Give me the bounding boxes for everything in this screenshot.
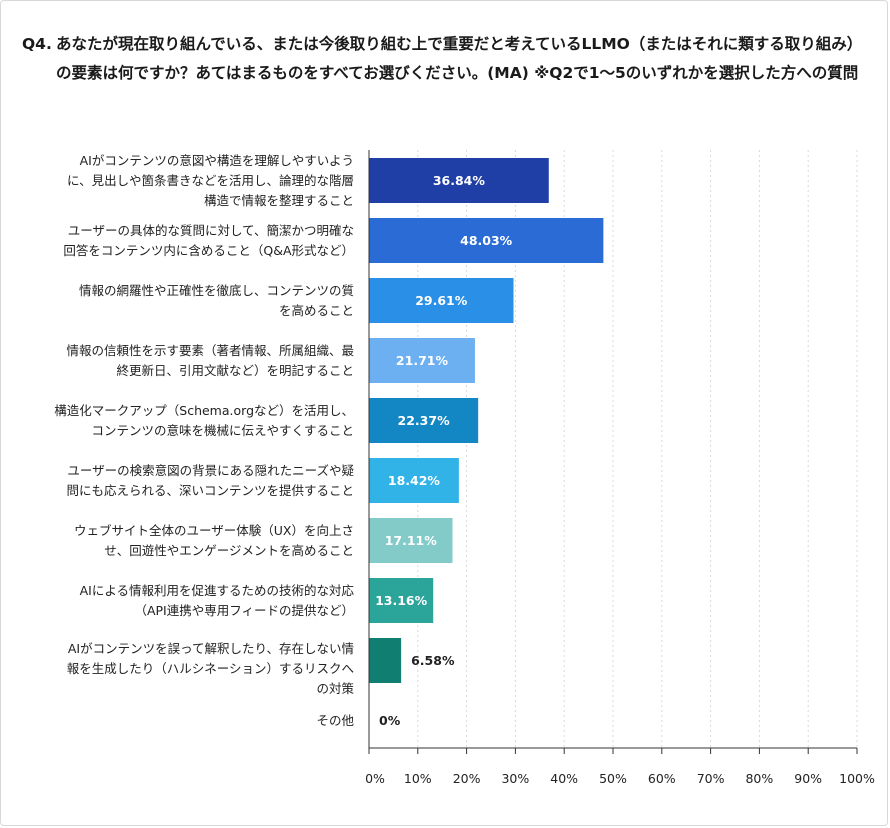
category-label-line: ユーザーの具体的な質問に対して、簡潔かつ明確な bbox=[67, 222, 354, 238]
category-label-line: の対策 bbox=[316, 681, 354, 696]
x-tick-label: 50% bbox=[599, 771, 627, 786]
category-label-line: 報を生成したり（ハルシネーション）するリスクへ bbox=[66, 661, 354, 676]
category-label-line: ユーザーの検索意図の背景にある隠れたニーズや疑 bbox=[67, 462, 354, 478]
category-label-line: AIによる情報利用を促進するための技術的な対応 bbox=[79, 582, 354, 598]
question-number: Q4. bbox=[22, 35, 52, 53]
category-label-line: 問にも応えられる、深いコンテンツを提供すること bbox=[66, 482, 354, 498]
chart-title: Q4. あなたが現在取り組んでいる、または今後取り組む上で重要だと考えているLL… bbox=[22, 30, 867, 88]
x-tick-label: 20% bbox=[452, 771, 481, 786]
bar-value-label: 17.11% bbox=[384, 532, 437, 548]
category-label-line: に、見出しや箇条書きなどを活用し、論理的な階層 bbox=[66, 172, 354, 188]
category-label: ユーザーの検索意図の背景にある隠れたニーズや疑 問にも応えられる、深いコンテンツを… bbox=[14, 461, 354, 501]
category-label: AIがコンテンツを誤って解釈したり、存在しない情 報を生成したり（ハルシネーション… bbox=[14, 639, 354, 699]
category-label-line: 情報の信頼性を示す要素（著者情報、所属組織、最 bbox=[66, 342, 354, 358]
question-text: あなたが現在取り組んでいる、または今後取り組む上で重要だと考えているLLMO（ま… bbox=[56, 35, 863, 82]
bar bbox=[369, 458, 459, 503]
bar-value-label: 36.84% bbox=[432, 172, 485, 188]
category-label: AIがコンテンツの意図や構造を理解しやすいように、見出しや箇条書きなどを活用し、… bbox=[14, 151, 354, 211]
category-label-line: ウェブサイト全体のユーザー体験（UX）を向上さ bbox=[74, 522, 354, 538]
x-tick-label: 30% bbox=[501, 771, 530, 786]
bar-value-label: 21.71% bbox=[395, 352, 448, 368]
bar-value-label: 13.16% bbox=[375, 592, 428, 608]
category-label-line: （API連携や専用フィードの提供など） bbox=[134, 602, 354, 618]
bar-value-label: 22.37% bbox=[397, 412, 450, 428]
category-label-line: 回答をコンテンツ内に含めること（Q&A形式など） bbox=[63, 242, 354, 258]
category-label-line: AIがコンテンツの意図や構造を理解しやすいよう bbox=[79, 152, 354, 168]
bar bbox=[369, 218, 604, 263]
category-label: 情報の網羅性や正確性を徹底し、コンテンツの質を高めること bbox=[14, 281, 354, 321]
bar bbox=[369, 638, 402, 683]
bar bbox=[369, 518, 453, 563]
bar bbox=[369, 398, 479, 443]
x-tick-label: 60% bbox=[647, 771, 676, 786]
x-tick-label: 70% bbox=[696, 771, 725, 786]
x-tick-label: 90% bbox=[794, 771, 823, 786]
category-label-line: 構造化マークアップ（Schema.orgなど）を活用し、 bbox=[54, 402, 354, 418]
category-label-line: を高めること bbox=[278, 302, 354, 318]
bar bbox=[369, 278, 514, 323]
category-label: ウェブサイト全体のユーザー体験（UX）を向上させ、回遊性やエンゲージメントを高め… bbox=[14, 521, 354, 561]
category-label-line: せ、回遊性やエンゲージメントを高めること bbox=[104, 542, 354, 558]
x-tick-label: 80% bbox=[745, 771, 774, 786]
category-label: 構造化マークアップ（Schema.orgなど）を活用し、コンテンツの意味を機械に… bbox=[14, 401, 354, 441]
category-label-line: 情報の網羅性や正確性を徹底し、コンテンツの質 bbox=[78, 282, 354, 298]
x-tick-label: 40% bbox=[550, 771, 579, 786]
category-label-line: その他 bbox=[316, 712, 354, 728]
category-label-line: AIがコンテンツを誤って解釈したり、存在しない情 bbox=[67, 641, 354, 656]
x-tick-label: 10% bbox=[403, 771, 432, 786]
bar-value-label: 18.42% bbox=[387, 472, 440, 488]
category-label: 情報の信頼性を示す要素（著者情報、所属組織、最終更新日、引用文献など）を明記する… bbox=[14, 341, 354, 381]
bar-value-label: 29.61% bbox=[415, 292, 468, 308]
category-label: その他 bbox=[14, 711, 354, 731]
bar bbox=[369, 158, 549, 203]
x-tick-label: 100% bbox=[839, 771, 875, 786]
category-label: AIによる情報利用を促進するための技術的な対応 （API連携や専用フィードの提供な… bbox=[14, 581, 354, 621]
bar-value-label: 48.03% bbox=[460, 232, 513, 248]
bar bbox=[369, 578, 434, 623]
x-tick-label: 0% bbox=[365, 771, 385, 786]
bar-value-label: 6.58% bbox=[411, 652, 455, 668]
category-label: ユーザーの具体的な質問に対して、簡潔かつ明確な 回答をコンテンツ内に含めること（Q… bbox=[14, 221, 354, 261]
category-label-line: 構造で情報を整理すること bbox=[203, 192, 354, 208]
category-label-line: 終更新日、引用文献など）を明記すること bbox=[116, 362, 354, 378]
category-label-line: コンテンツの意味を機械に伝えやすくすること bbox=[91, 422, 354, 438]
bar bbox=[369, 338, 475, 383]
bar-value-label: 0% bbox=[379, 712, 401, 728]
